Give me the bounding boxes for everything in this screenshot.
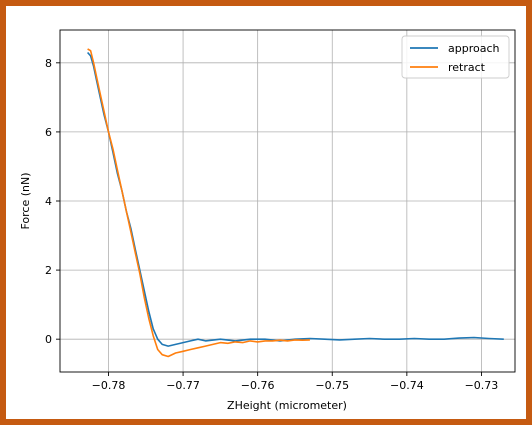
y-tick-label: 0 [45, 333, 52, 346]
legend-label-retract: retract [448, 61, 486, 74]
y-tick-label: 8 [45, 57, 52, 70]
series-line-retract [87, 48, 310, 358]
x-tick-label: −0.77 [166, 379, 200, 392]
x-tick-label: −0.76 [241, 379, 275, 392]
y-tick-label: 4 [45, 195, 52, 208]
ticks: −0.78 −0.77 −0.76 −0.75 −0.74 −0.73 0 2 4 6 8 [45, 57, 498, 392]
x-tick-label: −0.75 [315, 379, 349, 392]
series-layer [87, 48, 504, 358]
x-axis-label: ZHeight (micrometer) [227, 399, 347, 412]
legend-label-approach: approach [448, 42, 500, 55]
y-tick-label: 6 [45, 126, 52, 139]
x-tick-label: −0.73 [465, 379, 499, 392]
legend: approach retract [401, 35, 510, 79]
x-tick-label: −0.78 [92, 379, 126, 392]
y-tick-label: 2 [45, 264, 52, 277]
y-axis-label: Force (nN) [19, 172, 32, 229]
x-tick-label: −0.74 [390, 379, 424, 392]
